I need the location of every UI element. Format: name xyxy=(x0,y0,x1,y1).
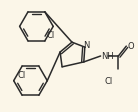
Text: Cl: Cl xyxy=(104,76,113,85)
Text: Cl: Cl xyxy=(17,70,25,79)
Text: O: O xyxy=(127,41,134,50)
Text: N: N xyxy=(84,40,90,49)
Text: NH: NH xyxy=(102,52,114,61)
Text: Cl: Cl xyxy=(47,31,55,40)
